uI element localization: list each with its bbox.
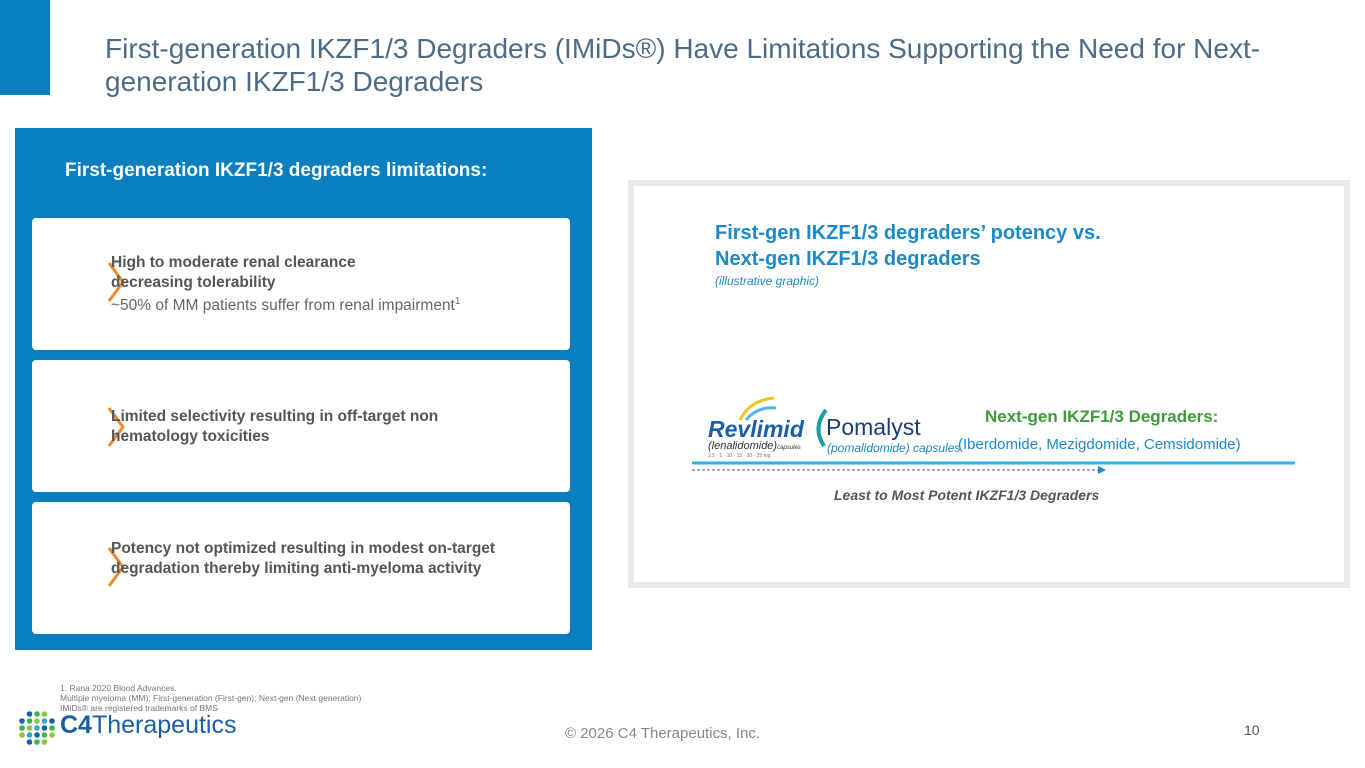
logo-dot	[26, 725, 33, 731]
revlimid-icon	[738, 396, 777, 422]
page-number: 10	[1244, 722, 1260, 738]
chevron	[107, 407, 125, 447]
logo-dot	[41, 718, 48, 724]
card: Limited selectivity resulting in off-tar…	[32, 360, 570, 492]
chevron	[107, 547, 125, 587]
footnote-ref: 1	[454, 296, 461, 307]
axis-label: Least to Most Potent IKZF1/3 Degraders	[834, 487, 1100, 503]
card-title: Potency not optimized resulting in modes…	[111, 540, 496, 577]
panel-heading: First-generation IKZF1/3 degraders limit…	[65, 160, 488, 181]
next-gen-title: Next-gen IKZF1/3 Degraders:	[985, 407, 1219, 426]
logo-dot	[19, 725, 25, 731]
logo-dot	[49, 732, 55, 738]
right-heading: First-gen IKZF1/3 degraders’ potency vs.…	[715, 222, 1101, 270]
card: High to moderate renal clearance decreas…	[32, 218, 570, 350]
accent-bar	[0, 0, 50, 95]
copyright: © 2026 C4 Therapeutics, Inc.	[565, 725, 761, 742]
logo-dot	[49, 718, 55, 724]
slide-title: First-generation IKZF1/3 Degraders (IMiD…	[105, 33, 1261, 97]
chevron	[107, 262, 125, 302]
card-title: High to moderate renal clearance decreas…	[111, 254, 356, 291]
logo-dot	[26, 739, 33, 745]
form: capsules	[777, 445, 801, 451]
logo-dot	[41, 739, 48, 745]
card: Potency not optimized resulting in modes…	[32, 502, 570, 634]
logo-dot	[19, 732, 25, 738]
pomalyst-generic: (pomalidomide) capsules	[827, 441, 961, 455]
logo-dot	[19, 718, 25, 724]
logo-dot	[34, 718, 40, 724]
logo-dot	[41, 711, 48, 717]
card-detail: ~50% of MM patients suffer from renal im…	[111, 296, 460, 315]
logo-dot	[41, 732, 48, 738]
logo-dot	[34, 732, 40, 738]
pomalyst-name: Pomalyst	[826, 414, 921, 440]
pomalyst-icon	[816, 408, 828, 448]
logo-dot	[34, 739, 40, 745]
right-panel	[628, 180, 1350, 588]
logo-dot	[26, 711, 33, 717]
revlimid-name: Revlimid	[708, 416, 804, 442]
logo-dot	[26, 718, 33, 724]
revlimid-generic: (lenalidomide)capsules	[708, 440, 801, 452]
logo-dot	[34, 711, 40, 717]
logo-dots	[19, 711, 55, 745]
logo-dot	[26, 732, 33, 738]
logo: C4Therapeutics	[60, 711, 237, 740]
generic: (lenalidomide)	[708, 440, 778, 452]
right-subheading: (illustrative graphic)	[715, 274, 820, 288]
footnote: 1. Rana 2020 Blood Advances.	[60, 683, 177, 693]
footnote: IMiDs® are registered trademarks of BMS	[60, 703, 218, 713]
logo-dot	[41, 725, 48, 731]
logo-dot	[49, 725, 55, 731]
footnote: Multiple myeloma (MM); First-generation …	[60, 693, 362, 703]
logo-mark: C4	[60, 711, 92, 739]
potency-axis	[692, 461, 1295, 474]
logo-name: Therapeutics	[91, 711, 237, 739]
detail-text: ~50% of MM patients suffer from renal im…	[111, 297, 455, 315]
next-gen-examples: (Iberdomide, Mezigdomide, Cemsidomide)	[958, 436, 1241, 453]
revlimid-doses: 2.5 · 5 · 10 · 15 · 20 · 25 mg	[708, 453, 771, 459]
logo-dot	[34, 725, 40, 731]
footnotes: 1. Rana 2020 Blood Advances. Multiple my…	[60, 683, 361, 713]
card-title: Limited selectivity resulting in off-tar…	[111, 408, 439, 445]
